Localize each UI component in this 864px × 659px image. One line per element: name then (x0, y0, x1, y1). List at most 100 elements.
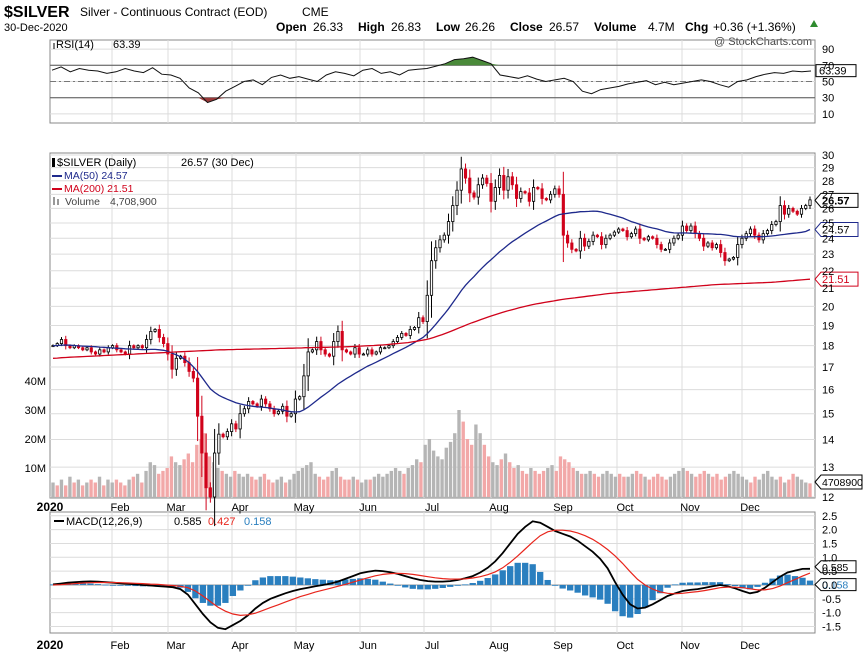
volume-bar (626, 476, 630, 497)
macd-histogram-bar (529, 564, 536, 585)
macd-histogram-bar (462, 584, 469, 586)
price-candle (293, 398, 297, 415)
price-candle (595, 234, 599, 238)
macd-histogram-bar (237, 584, 244, 591)
volume-bar (782, 482, 787, 497)
macd-histogram-bar (664, 584, 671, 588)
x-year-label: 2020 (37, 500, 64, 514)
price-candle (127, 345, 132, 355)
volume-bar (622, 476, 626, 497)
macd-histogram-bar (312, 579, 319, 585)
volume-bar (440, 459, 444, 497)
macd-y-tick: 2.5 (822, 511, 837, 523)
volume-bar (486, 456, 491, 497)
rsi-value-tag (815, 64, 857, 78)
price-candle (429, 260, 434, 296)
volume-bar (749, 482, 753, 497)
price-y-tick: 18 (822, 341, 834, 353)
volume-bar (186, 453, 191, 497)
volume-bar (778, 476, 783, 497)
x-month-label: Dec (740, 640, 760, 652)
volume-bar (207, 456, 212, 497)
rsi-y-tick: 50 (822, 77, 834, 89)
volume-bar (85, 482, 89, 497)
macd-histogram-bar (791, 576, 799, 585)
price-candle (157, 329, 161, 338)
volume-bar (233, 470, 237, 497)
volume-bar (740, 476, 745, 497)
price-candle (298, 396, 302, 400)
volume-bar (271, 482, 275, 497)
price-y-tick: 16 (822, 385, 834, 397)
price-candle (493, 187, 497, 202)
macd-histogram-bar (289, 576, 296, 585)
volume-bar (706, 473, 711, 497)
macd-histogram-bar (537, 571, 544, 585)
volume-legend-icon (53, 197, 55, 205)
macd-histogram-bar (686, 582, 694, 585)
volume-bar (795, 476, 799, 497)
price-candle (361, 353, 366, 356)
volume-bar (169, 456, 174, 497)
price-candle (497, 175, 502, 188)
price-candle (404, 333, 408, 336)
volume-bar (702, 470, 706, 497)
price-candle (315, 341, 319, 351)
volume-bar (554, 470, 558, 497)
volume-bar (114, 479, 119, 497)
rsi-line (51, 56, 812, 104)
axis-labels: 2020 Feb Mar Apr May Jun Jul Aug Sep Oct Nov Dec202… (25, 44, 841, 652)
volume-bar (799, 479, 804, 497)
price-legend-icon (52, 158, 55, 167)
macd-value-tag (814, 560, 857, 574)
macd-histogram-bar (124, 584, 132, 586)
macd-histogram-bar (611, 584, 619, 612)
price-title: $SILVER (Daily) (57, 157, 136, 169)
volume-bar (76, 479, 81, 497)
ma200-legend: MA(200) 21.51 (64, 183, 134, 195)
macd-histogram-bar (799, 577, 806, 585)
price-candle (421, 317, 425, 322)
macd-histogram-bar (484, 578, 491, 585)
volume-bar (588, 470, 592, 497)
volume-y-tick: 40M (25, 376, 46, 388)
macd-histogram-bar (327, 580, 334, 585)
volume-bar (199, 439, 203, 497)
volume-bar (131, 476, 136, 497)
macd-histogram-bar (626, 584, 634, 618)
volume-bar (368, 479, 372, 497)
macd-histogram-bar (274, 576, 282, 585)
price-candle (302, 375, 306, 398)
price-candle (144, 339, 149, 349)
price-y-tick: 19 (822, 320, 834, 332)
price-candle (119, 349, 123, 353)
price-candle (81, 347, 85, 351)
price-candle (727, 258, 731, 262)
moving-averages: 26.57 24.57 21.51 (52, 192, 859, 413)
x-month-label: May (294, 502, 315, 514)
macd-histogram-bar (94, 584, 102, 585)
volume-bar (723, 476, 728, 497)
volume-bar (173, 462, 178, 497)
price-candle (123, 351, 127, 355)
price-candle (489, 183, 493, 202)
price-candle (344, 349, 349, 353)
volume-bar (343, 479, 347, 497)
ma50-value-tag (814, 222, 859, 238)
price-candle (68, 345, 72, 349)
price-candle (332, 341, 336, 357)
rsi-y-tick: 90 (822, 44, 834, 56)
volume-bar (689, 473, 694, 497)
macd-histogram-bar (229, 584, 237, 597)
price-candle (374, 351, 378, 355)
volume-bar (711, 476, 715, 497)
price-candle (174, 357, 178, 370)
price-candle (327, 353, 331, 357)
rsi-value-tag-text: 63.39 (819, 66, 847, 78)
price-candle (370, 349, 374, 355)
volume-bar (161, 470, 165, 497)
volume-bar (537, 473, 542, 497)
price-candle (472, 192, 476, 198)
x-month-label: Jun (359, 640, 377, 652)
price-candle (527, 192, 531, 202)
